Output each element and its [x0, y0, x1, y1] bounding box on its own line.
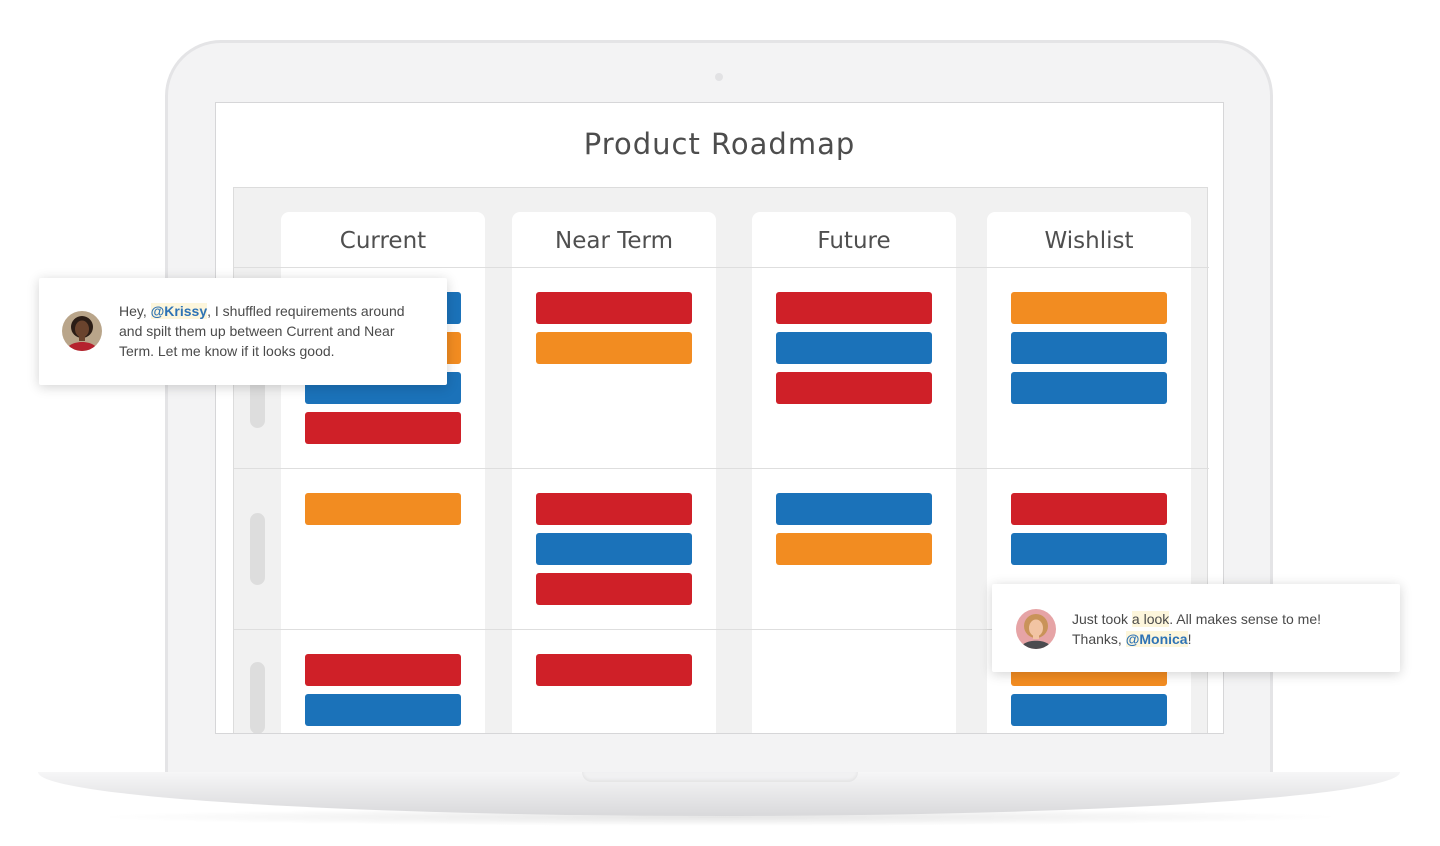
roadmap-card[interactable] — [536, 573, 692, 605]
row-divider — [234, 468, 1209, 469]
mention-link[interactable]: @Krissy — [150, 303, 208, 319]
laptop-shadow — [90, 808, 1350, 826]
comment-text: Just took a look. All makes sense to me!… — [1072, 611, 1322, 647]
roadmap-card[interactable] — [1011, 332, 1167, 364]
roadmap-card[interactable] — [1011, 694, 1167, 726]
column-future: Future — [752, 212, 956, 733]
page-title: Product Roadmap — [583, 127, 856, 161]
mention-link[interactable]: @Monica — [1125, 631, 1188, 647]
column-header-future: Future — [817, 228, 891, 254]
roadmap-card[interactable] — [536, 493, 692, 525]
roadmap-card[interactable] — [305, 694, 461, 726]
roadmap-card[interactable] — [305, 412, 461, 444]
roadmap-card[interactable] — [1011, 292, 1167, 324]
roadmap-card[interactable] — [305, 493, 461, 525]
row-divider — [234, 629, 1209, 630]
roadmap-card[interactable] — [1011, 493, 1167, 525]
column-header-near-term: Near Term — [555, 228, 673, 254]
avatar[interactable] — [62, 311, 102, 351]
roadmap-card[interactable] — [776, 292, 932, 324]
roadmap-card[interactable] — [776, 493, 932, 525]
roadmap-card[interactable] — [536, 654, 692, 686]
avatar[interactable] — [1016, 609, 1056, 649]
roadmap-card[interactable] — [776, 332, 932, 364]
row-drag-handle[interactable] — [250, 513, 265, 585]
roadmap-card[interactable] — [536, 332, 692, 364]
comment-text: Hey, @Krissy, I shuffled requirements ar… — [119, 303, 405, 359]
column-header-current: Current — [339, 228, 427, 254]
roadmap-card[interactable] — [536, 292, 692, 324]
column-header-wishlist: Wishlist — [1044, 228, 1134, 254]
roadmap-card[interactable] — [776, 372, 932, 404]
comment-bubble-monica: Hey, @Krissy, I shuffled requirements ar… — [39, 278, 447, 385]
comment-bubble-krissy: Just took a look. All makes sense to me!… — [992, 584, 1400, 672]
roadmap-card[interactable] — [536, 533, 692, 565]
laptop-hinge — [582, 772, 858, 782]
row-divider — [234, 267, 1209, 268]
webcam-icon — [715, 73, 723, 81]
roadmap-card[interactable] — [305, 654, 461, 686]
roadmap-card[interactable] — [1011, 533, 1167, 565]
roadmap-card[interactable] — [1011, 372, 1167, 404]
roadmap-card[interactable] — [776, 533, 932, 565]
row-drag-handle[interactable] — [250, 662, 265, 733]
